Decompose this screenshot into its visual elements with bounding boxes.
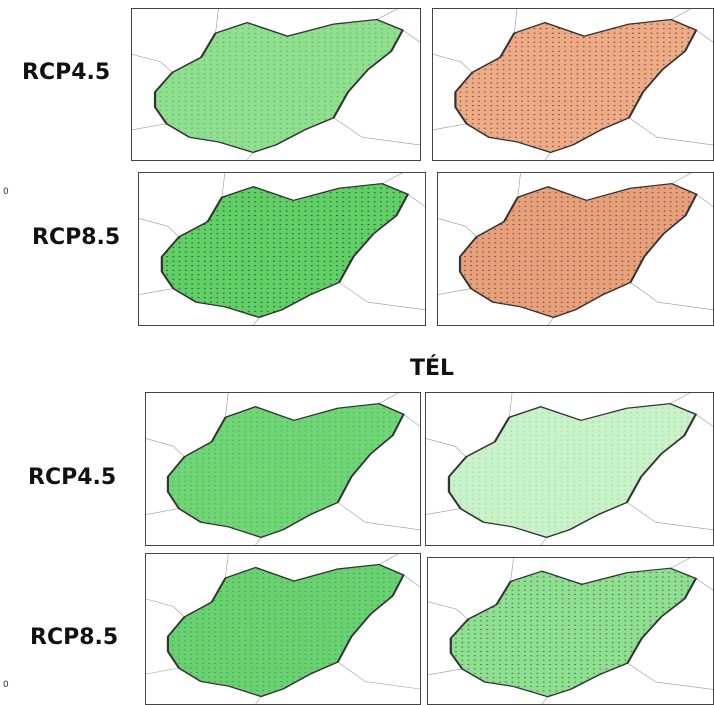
map-panel: [432, 8, 714, 161]
edge-mark: 0: [3, 187, 9, 197]
figure: RCP4.5 RCP8.5 TÉL RCP4.5 RCP8.5 0 0: [0, 0, 714, 705]
row-label: RCP8.5: [32, 225, 120, 250]
edge-mark: 0: [3, 680, 9, 690]
map-panel: [437, 172, 714, 326]
map-panel: [138, 172, 426, 326]
map-panel: [145, 553, 421, 705]
map: [426, 393, 713, 545]
map: [428, 558, 713, 704]
row-label: RCP8.5: [30, 625, 118, 650]
map: [139, 173, 425, 325]
row-label: RCP4.5: [28, 465, 116, 490]
map-panel: [131, 8, 421, 161]
map: [146, 393, 420, 545]
map: [433, 9, 713, 160]
section-title: TÉL: [410, 356, 454, 381]
map: [438, 173, 713, 325]
map-panel: [425, 392, 714, 546]
map: [132, 9, 420, 160]
map-panel: [145, 392, 421, 546]
map: [146, 554, 420, 704]
row-label: RCP4.5: [22, 60, 110, 85]
map-panel: [427, 557, 714, 705]
